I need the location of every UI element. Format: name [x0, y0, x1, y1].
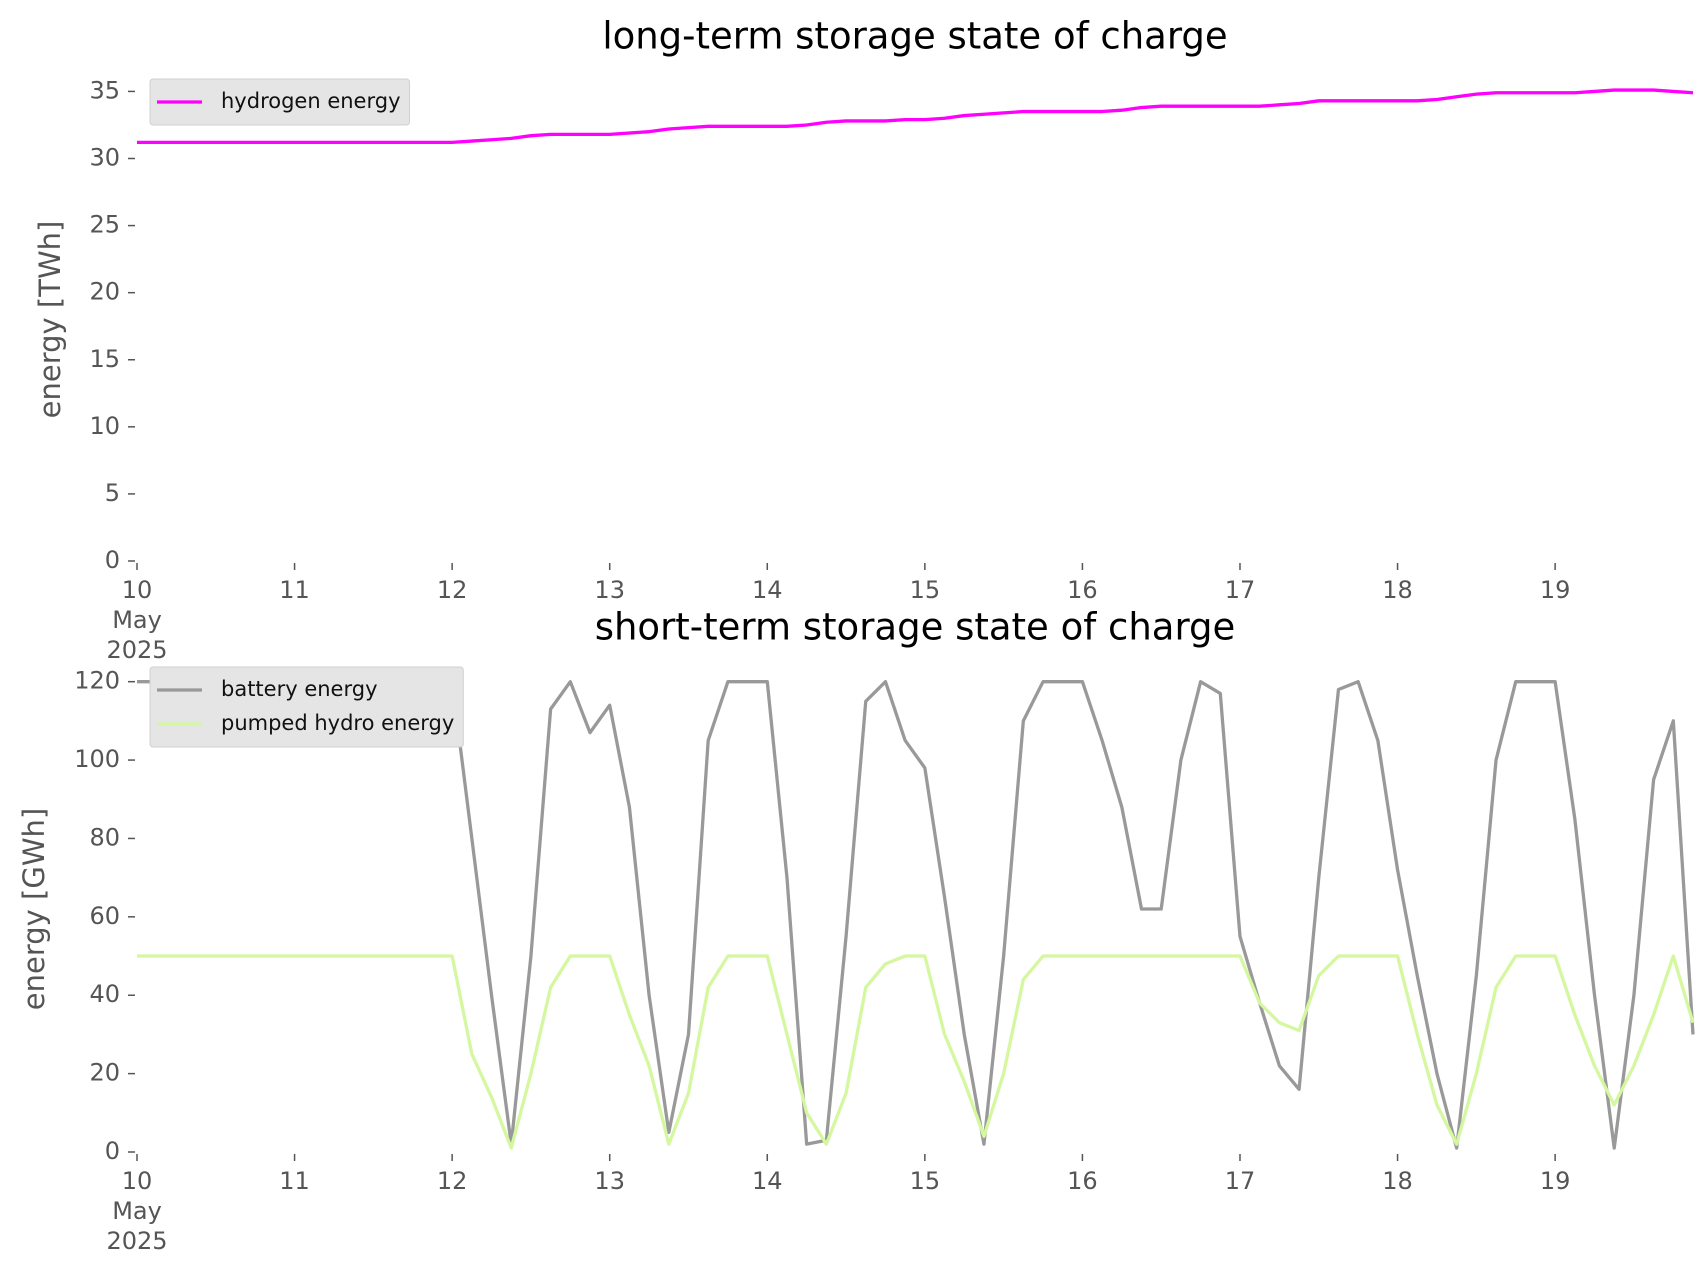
y-tick-label: 20 — [89, 1059, 120, 1087]
y-axis-label: energy [TWh] — [33, 221, 67, 419]
legend-box — [149, 666, 464, 748]
x-tick-label: 11 — [279, 576, 310, 604]
legend-label: pumped hydro energy — [221, 711, 454, 735]
x-tick-label: 18 — [1382, 1167, 1413, 1195]
series-line — [137, 954, 1695, 1150]
x-tick-label: 12 — [436, 1167, 468, 1195]
x-tick-label: 13 — [594, 1167, 625, 1195]
x-tick-label: 11 — [279, 1167, 310, 1195]
x-tick-label: 14 — [751, 576, 783, 604]
series-line — [137, 680, 1695, 1150]
x-tick-label: 10 May 2025 — [106, 1167, 168, 1255]
y-tick-label: 40 — [89, 980, 120, 1008]
chart-title: short-term storage state of charge — [595, 606, 1236, 649]
x-tick-label: 14 — [751, 1167, 783, 1195]
y-tick-label: 30 — [89, 144, 120, 172]
y-tick-label: 100 — [74, 745, 120, 773]
x-tick-label: 15 — [909, 576, 941, 604]
x-tick-label: 19 — [1539, 1167, 1571, 1195]
legend: hydrogen energy — [149, 78, 410, 126]
y-tick-label: 120 — [74, 667, 120, 695]
y-tick-label: 15 — [89, 345, 120, 373]
x-tick-label: 16 — [1067, 1167, 1098, 1195]
legend-label: hydrogen energy — [221, 89, 401, 113]
x-tick-label: 18 — [1382, 576, 1413, 604]
y-tick-label: 25 — [89, 211, 120, 239]
x-tick-label: 12 — [436, 576, 468, 604]
legend-box — [149, 78, 410, 126]
y-tick-label: 0 — [105, 1137, 120, 1165]
x-tick-label: 19 — [1539, 576, 1571, 604]
x-tick-label: 13 — [594, 576, 625, 604]
y-tick-label: 60 — [89, 902, 120, 930]
x-tick-label: 17 — [1224, 1167, 1256, 1195]
x-tick-label: 16 — [1067, 576, 1098, 604]
legend: battery energy pumped hydro energy — [149, 666, 464, 748]
x-tick-label: 10 May 2025 — [106, 576, 168, 664]
series-line — [137, 88, 1694, 145]
y-tick-label: 20 — [89, 278, 120, 306]
legend-label: battery energy — [221, 677, 378, 701]
x-tick-label: 15 — [909, 1167, 941, 1195]
y-tick-label: 80 — [89, 823, 120, 851]
y-tick-label: 0 — [105, 546, 120, 574]
y-tick-label: 10 — [89, 412, 120, 440]
y-tick-label: 5 — [105, 479, 120, 507]
y-tick-label: 35 — [89, 76, 120, 104]
y-axis-label: energy [GWh] — [17, 808, 51, 1010]
x-tick-label: 17 — [1224, 576, 1256, 604]
chart-title: long-term storage state of charge — [602, 15, 1227, 58]
